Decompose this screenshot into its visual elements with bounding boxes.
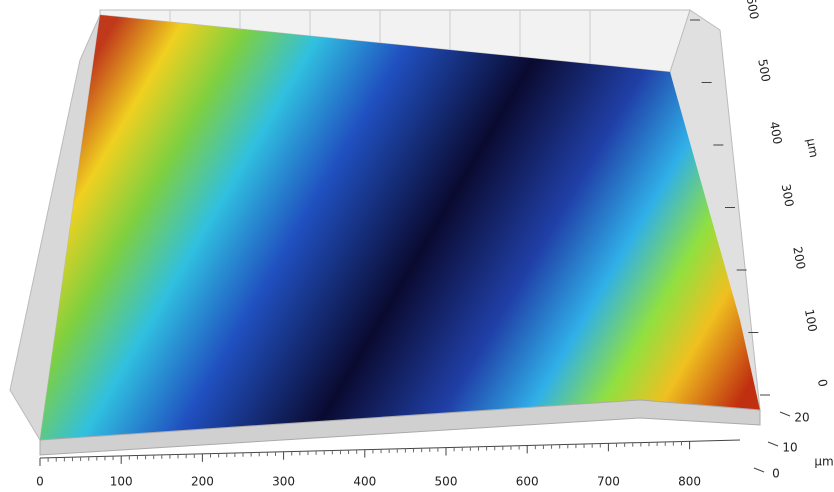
x-tick-label: 500 [435,475,458,489]
surface-plot: 0100200300400500600700800 01002003004005… [0,0,834,492]
y-tick-label: 100 [802,308,820,333]
z-tick-label: 0 [772,467,780,481]
y-tick-label: 500 [755,58,773,83]
x-tick-label: 200 [191,475,214,489]
z-axis: 010 20 [754,411,810,481]
z-tick-label: 20 [794,411,809,425]
y-axis-unit: µm [804,137,821,158]
y-tick-label: 300 [779,183,797,208]
z-tick [754,468,764,472]
x-tick-label: 400 [353,475,376,489]
y-tick-label: 600 [744,0,762,20]
z-tick [768,442,778,446]
z-tick [780,412,790,416]
z-tick-label: 10 [782,441,797,455]
x-tick-label: 600 [516,475,539,489]
y-tick-label: 0 [815,378,830,388]
x-tick-label: 0 [36,475,44,489]
y-tick-label: 200 [790,245,808,270]
x-tick-label: 800 [678,475,701,489]
page: {"x_axis": {"ticks": ["0", "100", "200",… [0,0,834,492]
z-axis-unit: µm [814,455,833,469]
height-surface [40,15,760,440]
x-tick-label: 700 [597,475,620,489]
x-tick-label: 100 [110,475,133,489]
y-tick-label: 400 [767,120,785,145]
x-tick-label: 300 [272,475,295,489]
